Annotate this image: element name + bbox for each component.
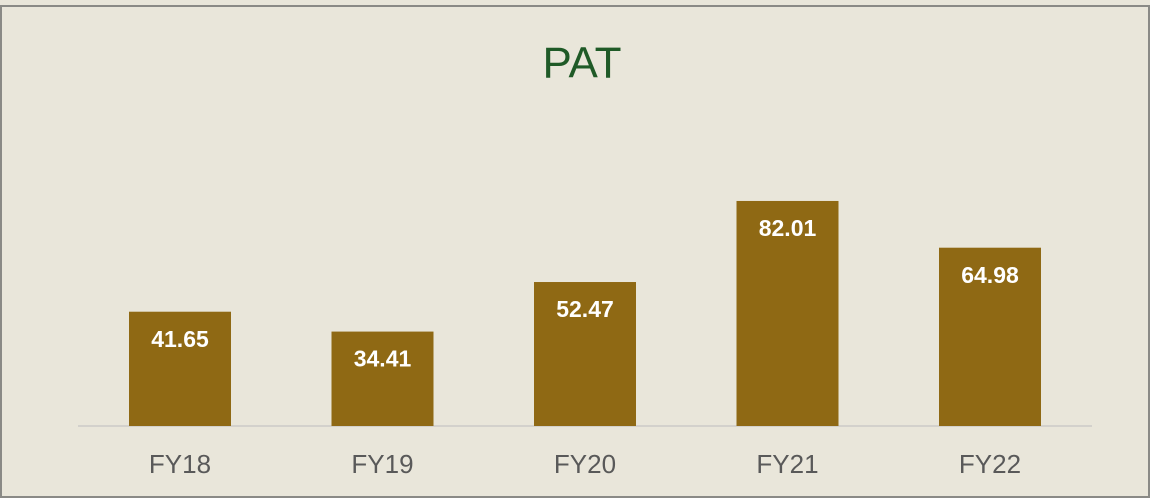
bar <box>736 200 839 426</box>
bar <box>939 247 1041 426</box>
x-tick-label: FY20 <box>554 449 616 479</box>
x-tick-label: FY21 <box>756 449 818 479</box>
value-label: 82.01 <box>759 215 817 241</box>
value-label: 41.65 <box>151 326 209 352</box>
bar <box>534 282 636 426</box>
value-label: 34.41 <box>354 346 412 372</box>
value-label: 52.47 <box>556 296 614 322</box>
value-label: 64.98 <box>961 262 1019 288</box>
x-tick-label: FY19 <box>351 449 413 479</box>
bar <box>331 331 434 426</box>
x-tick-label: FY18 <box>149 449 211 479</box>
chart-title: PAT <box>542 39 621 88</box>
x-tick-label: FY22 <box>959 449 1021 479</box>
bar <box>129 311 231 426</box>
